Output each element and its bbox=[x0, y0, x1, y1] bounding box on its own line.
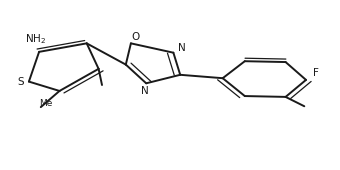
Text: N: N bbox=[178, 44, 186, 53]
Text: N: N bbox=[141, 86, 148, 96]
Text: S: S bbox=[17, 78, 24, 87]
Text: NH$_2$: NH$_2$ bbox=[25, 32, 46, 46]
Text: F: F bbox=[313, 68, 319, 78]
Text: O: O bbox=[132, 32, 140, 41]
Text: Me: Me bbox=[39, 99, 53, 108]
